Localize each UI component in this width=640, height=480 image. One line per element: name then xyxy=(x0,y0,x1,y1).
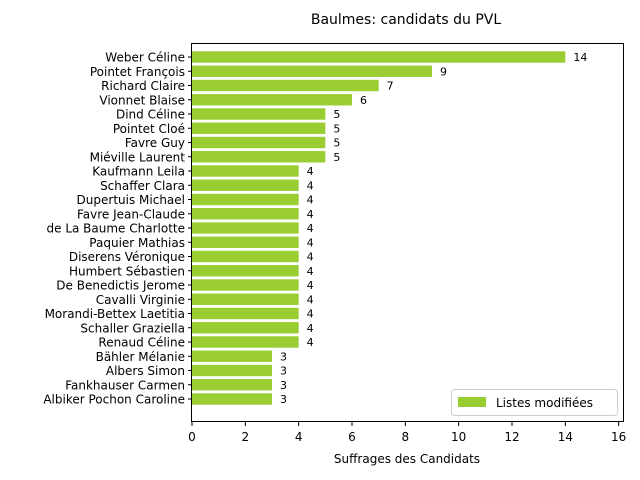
y-tick-label: Dind Céline xyxy=(116,108,185,122)
y-tick-label: De Benedictis Jerome xyxy=(56,279,185,293)
y-tick-label: Albiker Pochon Caroline xyxy=(43,393,185,407)
x-tick-label: 2 xyxy=(242,430,250,444)
bar xyxy=(192,293,299,305)
bar xyxy=(192,322,299,334)
x-tick-label: 16 xyxy=(611,430,626,444)
bar xyxy=(192,236,299,248)
x-tick-label: 10 xyxy=(451,430,466,444)
bar xyxy=(192,94,352,106)
plot-frame xyxy=(191,43,624,422)
y-tick-label: Favre Jean-Claude xyxy=(77,207,185,221)
y-tick-label: Dupertuis Michael xyxy=(77,193,185,207)
bar-value-label: 3 xyxy=(280,350,287,363)
legend-label: Listes modifiées xyxy=(496,396,593,410)
bar-value-label: 4 xyxy=(307,308,314,321)
bar xyxy=(192,108,326,120)
bar xyxy=(192,79,379,92)
bar xyxy=(192,193,299,206)
y-tick-label: de La Baume Charlotte xyxy=(47,222,186,236)
bar xyxy=(192,265,299,277)
y-tick-label: Humbert Sébastien xyxy=(69,264,185,278)
y-tick-label: Kaufmann Leila xyxy=(92,165,185,179)
bar-value-label: 5 xyxy=(333,151,340,164)
x-tick-label: 14 xyxy=(558,430,573,444)
bar-value-label: 9 xyxy=(440,65,447,78)
y-tick-label: Pointet Cloé xyxy=(113,122,185,136)
bars-layer xyxy=(192,51,566,405)
legend-swatch xyxy=(458,397,486,407)
bar xyxy=(192,65,432,77)
bar xyxy=(192,279,299,291)
y-tick-label: Schaller Graziella xyxy=(80,321,185,335)
x-axis-ticks: 0 2 4 6 8 10 12 14 16 xyxy=(188,422,626,444)
y-tick-label: Paquier Mathias xyxy=(89,236,185,250)
bar-value-label: 4 xyxy=(307,322,314,335)
x-tick-label: 0 xyxy=(188,430,196,444)
bar-value-label: 4 xyxy=(307,194,314,207)
legend-box xyxy=(451,389,618,416)
bar xyxy=(192,179,299,191)
bar xyxy=(192,222,299,234)
y-tick-label: Morandi-Bettex Laetitia xyxy=(45,307,185,321)
bar xyxy=(192,307,299,320)
y-tick-label: Weber Céline xyxy=(105,51,185,65)
bar xyxy=(192,379,272,391)
y-tick-label: Diserens Véronique xyxy=(69,250,185,264)
y-tick-label: Albers Simon xyxy=(106,364,185,378)
bar-value-label: 7 xyxy=(387,80,394,93)
y-tick-label: Vionnet Blaise xyxy=(99,93,185,107)
y-tick-label: Miéville Laurent xyxy=(90,150,186,164)
bar-value-label: 5 xyxy=(333,122,340,135)
bar xyxy=(192,151,326,163)
bar-value-label: 3 xyxy=(280,379,287,392)
bar-value-label: 4 xyxy=(307,265,314,278)
bar-value-label: 3 xyxy=(280,393,287,406)
bar xyxy=(192,165,299,177)
bar-value-label: 3 xyxy=(280,365,287,378)
bar xyxy=(192,350,272,362)
bar xyxy=(192,51,566,63)
bar xyxy=(192,250,299,263)
bar-value-label: 6 xyxy=(360,94,367,107)
bar-value-label: 4 xyxy=(307,222,314,235)
bar-value-label: 4 xyxy=(307,208,314,221)
x-axis-label: Suffrages des Candidats xyxy=(334,452,480,466)
legend: Listes modifiées xyxy=(451,389,618,416)
y-tick-label: Bähler Mélanie xyxy=(96,350,185,364)
x-tick-label: 4 xyxy=(295,430,303,444)
bar-value-label: 4 xyxy=(307,279,314,292)
bar-value-label: 4 xyxy=(307,336,314,349)
bar xyxy=(192,393,272,405)
x-tick-label: 6 xyxy=(348,430,356,444)
x-tick-label: 8 xyxy=(402,430,410,444)
y-tick-label: Renaud Céline xyxy=(98,336,185,350)
y-tick-label: Favre Guy xyxy=(125,136,185,150)
bar-value-label: 4 xyxy=(307,293,314,306)
y-tick-label: Schaffer Clara xyxy=(100,179,185,193)
bar-value-label: 5 xyxy=(333,137,340,150)
bar-value-label: 5 xyxy=(333,108,340,121)
bar-value-label: 4 xyxy=(307,251,314,264)
bar-value-label: 4 xyxy=(307,179,314,192)
bar xyxy=(192,136,326,149)
x-tick-label: 12 xyxy=(504,430,519,444)
bar-value-label: 4 xyxy=(307,236,314,249)
bar xyxy=(192,208,299,220)
bar-value-label: 14 xyxy=(573,51,587,64)
bar xyxy=(192,122,326,134)
y-tick-label: Cavalli Virginie xyxy=(96,293,185,307)
bar-value-label: 4 xyxy=(307,165,314,178)
y-tick-label: Richard Claire xyxy=(101,79,185,93)
y-tick-label: Pointet François xyxy=(90,65,185,79)
bar xyxy=(192,336,299,348)
chart-title: Baulmes: candidats du PVL xyxy=(311,12,502,28)
y-tick-label: Fankhauser Carmen xyxy=(65,378,185,392)
bar xyxy=(192,364,272,377)
